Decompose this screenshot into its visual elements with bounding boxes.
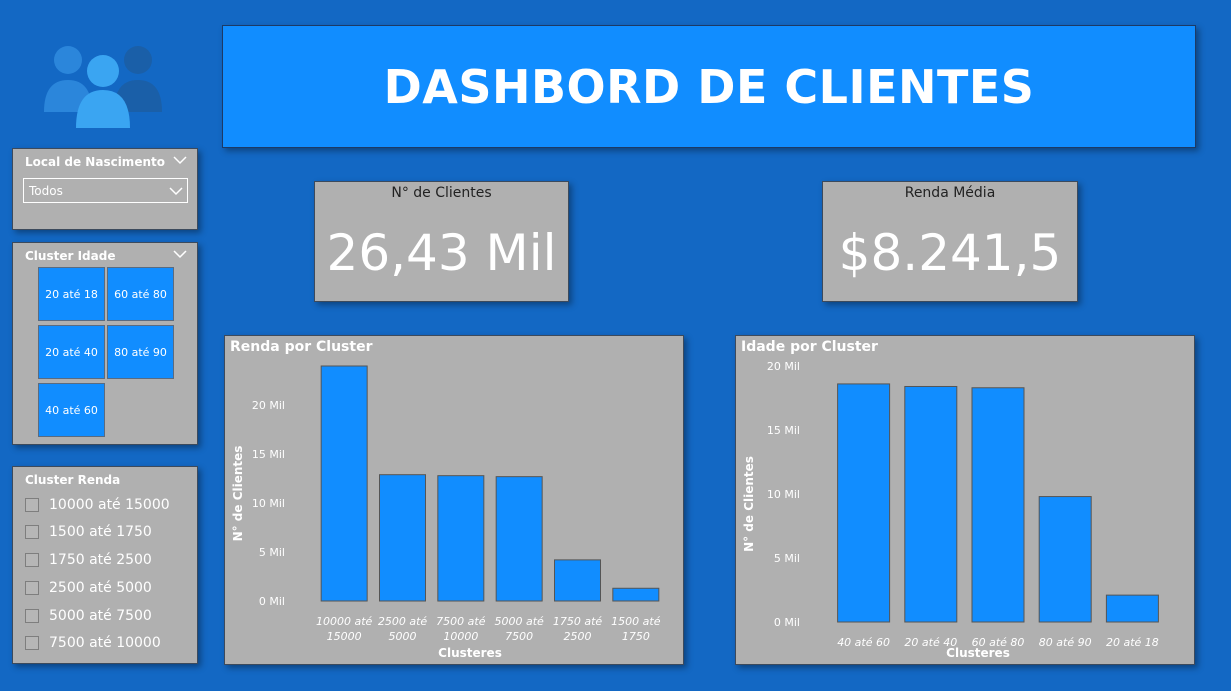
renda-option[interactable]: 7500 até 10000 <box>25 633 161 653</box>
y-tick-label: 10 Mil <box>252 497 285 510</box>
local-nascimento-dropdown[interactable]: Todos <box>23 178 188 203</box>
bar[interactable] <box>379 474 426 602</box>
y-tick-label: 20 Mil <box>767 360 800 373</box>
y-tick-label: 15 Mil <box>767 424 800 437</box>
x-tick-label: 2500 até <box>378 615 428 628</box>
bar[interactable] <box>837 383 891 623</box>
y-tick-label: 20 Mil <box>252 399 285 412</box>
x-tick-label: 7500 <box>505 630 533 643</box>
chart-title: Renda por Cluster <box>230 339 373 355</box>
chevron-down-icon <box>169 187 183 196</box>
checkbox[interactable] <box>25 498 39 512</box>
x-tick-label: 5000 até <box>495 615 545 628</box>
chart-renda-por-cluster: Renda por Cluster 0 Mil 5 Mil 10 Mil 15 Mil… <box>224 335 684 665</box>
option-label: 2500 até 5000 <box>49 580 152 596</box>
kpi-value: $8.241,5 <box>838 224 1062 282</box>
slicer-cluster-idade: Cluster Idade 20 até 18 60 até 80 20 até… <box>12 242 198 445</box>
y-axis-title: N° de Clientes <box>231 446 245 542</box>
y-tick-label: 5 Mil <box>259 546 285 559</box>
chart-idade-por-cluster: Idade por Cluster 0 Mil 5 Mil 10 Mil 15 Mil… <box>735 335 1195 665</box>
x-tick-label: 20 até 18 <box>1106 636 1159 649</box>
slicer-title: Cluster Renda <box>25 473 121 487</box>
x-tick-label: 15000 <box>327 630 362 643</box>
renda-option[interactable]: 10000 até 15000 <box>25 495 170 515</box>
bar-chart-idade: 0 Mil 5 Mil 10 Mil 15 Mil 20 Mil 40 até 60 20 … <box>742 360 1159 660</box>
slicer-cluster-renda: Cluster Renda 10000 até 15000 1500 até 1… <box>12 466 198 664</box>
bar-chart-renda: 0 Mil 5 Mil 10 Mil 15 Mil 20 Mil 10000 até 150… <box>231 365 661 660</box>
renda-option[interactable]: 1500 até 1750 <box>25 522 152 542</box>
bar[interactable] <box>437 475 485 602</box>
tile-idade[interactable]: 80 até 90 <box>107 325 174 379</box>
kpi-card-renda: Renda Média $8.241,5 <box>822 181 1078 302</box>
y-tick-label: 15 Mil <box>252 448 285 461</box>
renda-option[interactable]: 1750 até 2500 <box>25 550 152 570</box>
kpi-title: Renda Média <box>904 185 996 201</box>
x-tick-label: 5000 <box>389 630 417 643</box>
chevron-down-icon[interactable] <box>173 249 187 259</box>
page-title: DASHBORD DE CLIENTES <box>383 59 1035 114</box>
option-label: 10000 até 15000 <box>49 497 170 513</box>
tile-idade[interactable]: 60 até 80 <box>107 267 174 321</box>
chart-title: Idade por Cluster <box>741 339 878 355</box>
kpi-value: 26,43 Mil <box>326 224 557 282</box>
checkbox[interactable] <box>25 581 39 595</box>
renda-option[interactable]: 2500 até 5000 <box>25 578 152 598</box>
bar[interactable] <box>612 587 660 602</box>
renda-option[interactable]: 5000 até 7500 <box>25 606 152 626</box>
checkbox[interactable] <box>25 609 39 623</box>
bar[interactable] <box>971 387 1025 623</box>
option-label: 5000 até 7500 <box>49 608 152 624</box>
option-label: 7500 até 10000 <box>49 635 161 651</box>
chevron-down-icon[interactable] <box>173 155 187 165</box>
x-tick-label: 60 até 80 <box>972 636 1025 649</box>
x-tick-label: 40 até 60 <box>837 636 890 649</box>
x-tick-label: 20 até 40 <box>904 636 957 649</box>
x-tick-label: 10000 <box>443 630 478 643</box>
x-tick-label: 10000 até <box>316 615 373 628</box>
option-label: 1750 até 2500 <box>49 552 152 568</box>
bar[interactable] <box>904 385 958 623</box>
tile-idade[interactable]: 20 até 40 <box>38 325 105 379</box>
bar[interactable] <box>320 365 368 602</box>
tile-idade[interactable]: 20 até 18 <box>38 267 105 321</box>
x-axis-title: Clusteres <box>946 646 1010 660</box>
slicer-title: Local de Nascimento <box>25 155 165 169</box>
people-icon <box>40 42 165 128</box>
kpi-card-clientes: N° de Clientes 26,43 Mil <box>314 181 569 302</box>
x-axis-title: Clusteres <box>438 646 502 660</box>
y-tick-label: 5 Mil <box>774 552 800 565</box>
option-label: 1500 até 1750 <box>49 524 152 540</box>
checkbox[interactable] <box>25 525 39 539</box>
bar[interactable] <box>495 476 543 602</box>
y-tick-label: 0 Mil <box>259 595 285 608</box>
x-tick-label: 1750 <box>622 630 650 643</box>
y-tick-label: 10 Mil <box>767 488 800 501</box>
bar[interactable] <box>1105 594 1159 623</box>
x-tick-label: 2500 <box>564 630 592 643</box>
x-tick-label: 7500 até <box>436 615 486 628</box>
slicer-title: Cluster Idade <box>25 249 116 263</box>
x-tick-label: 80 até 90 <box>1039 636 1092 649</box>
x-tick-label: 1750 até <box>553 615 603 628</box>
tile-idade[interactable]: 40 até 60 <box>38 383 105 437</box>
y-tick-label: 0 Mil <box>774 616 800 629</box>
y-axis-title: N° de Clientes <box>742 456 756 552</box>
slicer-local-nascimento: Local de Nascimento Todos <box>12 148 198 230</box>
dropdown-value: Todos <box>29 184 63 198</box>
checkbox[interactable] <box>25 636 39 650</box>
bar[interactable] <box>1038 496 1092 623</box>
kpi-title: N° de Clientes <box>391 185 492 201</box>
checkbox[interactable] <box>25 553 39 567</box>
dashboard-title-box: DASHBORD DE CLIENTES <box>222 25 1196 148</box>
x-tick-label: 1500 até <box>611 615 661 628</box>
bar[interactable] <box>554 559 601 602</box>
